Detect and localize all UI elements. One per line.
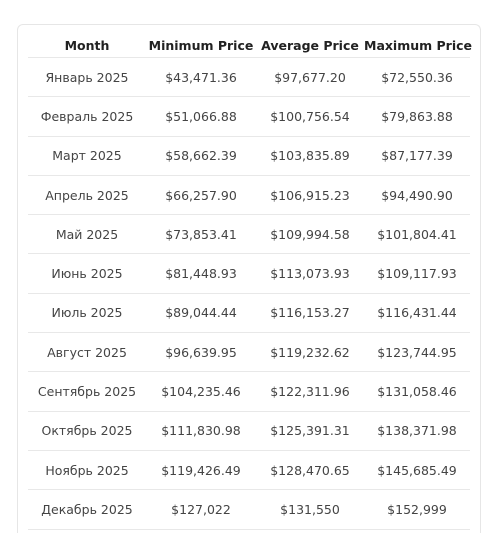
minimum-price-cell: $43,471.36 <box>146 57 256 98</box>
column-header-average-price: Average Price <box>256 33 364 58</box>
month-cell: Январь 2025 <box>28 57 146 98</box>
maximum-price-cell: $145,685.49 <box>364 450 470 491</box>
maximum-price-cell: $79,863.88 <box>364 96 470 137</box>
minimum-price-cell: $81,448.93 <box>146 253 256 294</box>
average-price-cell: $116,153.27 <box>256 293 364 334</box>
month-cell: Июль 2025 <box>28 293 146 334</box>
month-cell: Март 2025 <box>28 136 146 176</box>
month-cell: Ноябрь 2025 <box>28 450 146 491</box>
minimum-price-cell: $111,830.98 <box>146 411 256 451</box>
average-price-cell: $131,550 <box>256 489 364 530</box>
minimum-price-cell: $119,426.49 <box>146 450 256 491</box>
maximum-price-cell: $123,744.95 <box>364 332 470 373</box>
table-header: Month Minimum Price Average Price Maximu… <box>28 33 472 58</box>
table-row: Март 2025 $58,662.39 $103,835.89 $87,177… <box>28 136 470 176</box>
minimum-price-cell: $89,044.44 <box>146 293 256 334</box>
average-price-cell: $109,994.58 <box>256 214 364 255</box>
table-row: Июль 2025 $89,044.44 $116,153.27 $116,43… <box>28 293 470 334</box>
month-cell: Октябрь 2025 <box>28 411 146 451</box>
column-header-minimum-price: Minimum Price <box>146 33 256 58</box>
table-row: Апрель 2025 $66,257.90 $106,915.23 $94,4… <box>28 175 470 216</box>
average-price-cell: $100,756.54 <box>256 96 364 137</box>
table-row: Февраль 2025 $51,066.88 $100,756.54 $79,… <box>28 96 470 137</box>
minimum-price-cell: $58,662.39 <box>146 136 256 176</box>
month-cell: Февраль 2025 <box>28 96 146 137</box>
minimum-price-cell: $96,639.95 <box>146 332 256 373</box>
month-cell: Май 2025 <box>28 214 146 255</box>
table-row: Декабрь 2025 $127,022 $131,550 $152,999 <box>28 489 470 530</box>
maximum-price-cell: $131,058.46 <box>364 371 470 412</box>
average-price-cell: $122,311.96 <box>256 371 364 412</box>
average-price-cell: $128,470.65 <box>256 450 364 491</box>
average-price-cell: $97,677.20 <box>256 57 364 98</box>
average-price-cell: $103,835.89 <box>256 136 364 176</box>
average-price-cell: $125,391.31 <box>256 411 364 451</box>
maximum-price-cell: $109,117.93 <box>364 253 470 294</box>
month-cell: Апрель 2025 <box>28 175 146 216</box>
maximum-price-cell: $87,177.39 <box>364 136 470 176</box>
month-cell: Август 2025 <box>28 332 146 373</box>
price-forecast-table: Month Minimum Price Average Price Maximu… <box>28 33 472 530</box>
table-row: Октябрь 2025 $111,830.98 $125,391.31 $13… <box>28 411 470 451</box>
maximum-price-cell: $72,550.36 <box>364 57 470 98</box>
table-row: Ноябрь 2025 $119,426.49 $128,470.65 $145… <box>28 450 470 491</box>
table-row: Июнь 2025 $81,448.93 $113,073.93 $109,11… <box>28 253 470 294</box>
minimum-price-cell: $66,257.90 <box>146 175 256 216</box>
maximum-price-cell: $138,371.98 <box>364 411 470 451</box>
minimum-price-cell: $104,235.46 <box>146 371 256 412</box>
table-row: Сентябрь 2025 $104,235.46 $122,311.96 $1… <box>28 371 470 412</box>
table-row: Май 2025 $73,853.41 $109,994.58 $101,804… <box>28 214 470 255</box>
minimum-price-cell: $51,066.88 <box>146 96 256 137</box>
table-body: Январь 2025 $43,471.36 $97,677.20 $72,55… <box>28 57 470 530</box>
table-row: Август 2025 $96,639.95 $119,232.62 $123,… <box>28 332 470 373</box>
column-header-month: Month <box>28 33 146 58</box>
minimum-price-cell: $73,853.41 <box>146 214 256 255</box>
average-price-cell: $113,073.93 <box>256 253 364 294</box>
month-cell: Сентябрь 2025 <box>28 371 146 412</box>
minimum-price-cell: $127,022 <box>146 489 256 530</box>
maximum-price-cell: $101,804.41 <box>364 214 470 255</box>
price-table-card: Month Minimum Price Average Price Maximu… <box>17 24 481 533</box>
table-header-row: Month Minimum Price Average Price Maximu… <box>28 33 472 58</box>
maximum-price-cell: $94,490.90 <box>364 175 470 216</box>
average-price-cell: $119,232.62 <box>256 332 364 373</box>
table-row: Январь 2025 $43,471.36 $97,677.20 $72,55… <box>28 57 470 98</box>
maximum-price-cell: $116,431.44 <box>364 293 470 334</box>
month-cell: Декабрь 2025 <box>28 489 146 530</box>
average-price-cell: $106,915.23 <box>256 175 364 216</box>
month-cell: Июнь 2025 <box>28 253 146 294</box>
column-header-maximum-price: Maximum Price <box>364 33 472 58</box>
maximum-price-cell: $152,999 <box>364 489 470 530</box>
